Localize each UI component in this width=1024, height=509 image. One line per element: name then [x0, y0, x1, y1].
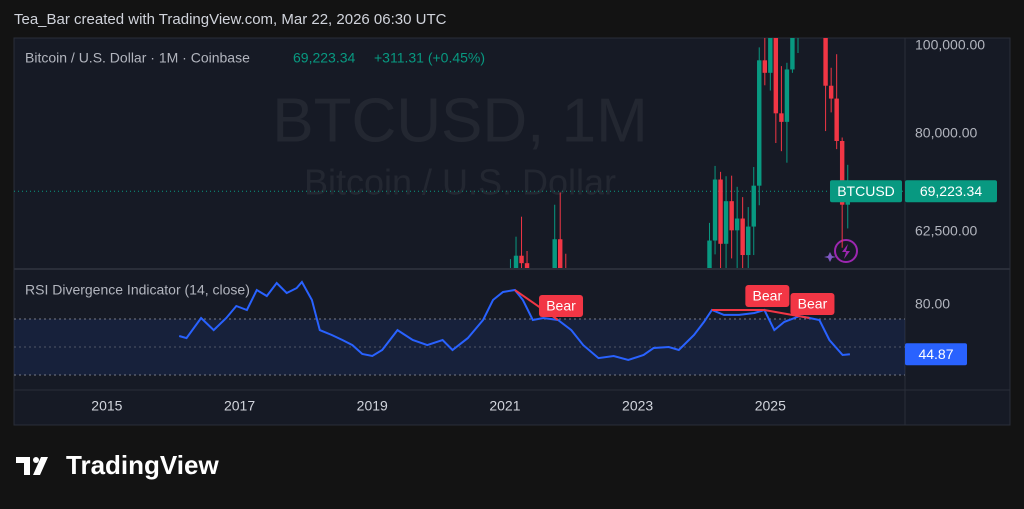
candle-body [839, 141, 845, 205]
candle-body [801, 0, 805, 19]
price-label: 69,223.34 [920, 183, 982, 199]
brand: TradingView [66, 450, 219, 480]
indicator-title: RSI Divergence Indicator (14, close) [25, 282, 250, 298]
y-tick-label: 80,000.00 [915, 125, 977, 141]
x-tick-label: 2023 [622, 398, 653, 414]
divergence-label-box [745, 285, 790, 308]
candle-body [757, 60, 762, 186]
x-tick-label: 2019 [357, 398, 388, 414]
y-tick-label: 100,000.00 [915, 37, 985, 53]
divergence-label: Bear [798, 296, 828, 312]
alert-icon [824, 239, 858, 263]
price-pane: BTCUSD, 1M Bitcoin / U.S. Dollar [14, 0, 905, 268]
header: Tea_Bar created with TradingView.com, Ma… [14, 11, 447, 28]
candle-body [834, 98, 839, 142]
candle-body [557, 239, 563, 268]
candle-body [812, 0, 816, 15]
logo: TradingView [16, 450, 219, 480]
y-tick-label: 62,500.00 [915, 222, 977, 238]
candle-body [784, 69, 790, 122]
watermark: Bitcoin / U.S. Dollar [304, 162, 616, 203]
x-tick-label: 2015 [91, 398, 122, 414]
divergence-label-box [539, 294, 584, 317]
x-tick-label: 2025 [755, 398, 786, 414]
divergence-line [764, 309, 810, 320]
candle-body [740, 218, 745, 256]
candle-body [790, 38, 795, 70]
candle-body [746, 226, 751, 256]
candle-body [718, 179, 723, 244]
divergence-label-box [790, 293, 835, 316]
candle-body [823, 38, 828, 86]
x-tick-label: 2021 [489, 398, 520, 414]
candle-body [707, 240, 712, 268]
symbol: Bitcoin / U.S. Dollar · 1M · Coinbase [25, 50, 250, 66]
candle-body [751, 185, 756, 227]
candle-body [773, 38, 779, 114]
candle-body [762, 60, 768, 73]
tag: BTCUSD [837, 183, 895, 199]
candle-body [513, 255, 519, 268]
candle-body [828, 85, 834, 99]
candle-body [818, 0, 822, 10]
last-value-box [905, 343, 967, 366]
last-value: 44.87 [918, 346, 953, 362]
rsi-pane [14, 280, 905, 376]
divergence-label: Bear [546, 298, 576, 314]
rsi-line [178, 280, 851, 362]
candle-body [734, 218, 740, 231]
candle-body [723, 201, 729, 244]
legend-price: 69,223.34 [293, 50, 355, 66]
price-label-box [905, 180, 997, 203]
candle-body [519, 255, 524, 264]
candle-body [779, 113, 784, 122]
candle-body [552, 239, 557, 268]
candle-body [712, 179, 718, 241]
candle-body [524, 263, 530, 268]
divergence-label: Bear [753, 288, 783, 304]
candle-body [796, 19, 800, 28]
candle-body [807, 0, 811, 15]
candle-body [768, 38, 773, 73]
tag-box [830, 180, 902, 203]
legend-change: +311.31 (+0.45%) [374, 50, 485, 66]
x-tick-label: 2017 [224, 398, 255, 414]
candle-body [729, 201, 734, 231]
watermark: BTCUSD, 1M [272, 86, 647, 155]
y-tick-label: 80.00 [915, 296, 950, 312]
chart-panel [13, 37, 1011, 426]
